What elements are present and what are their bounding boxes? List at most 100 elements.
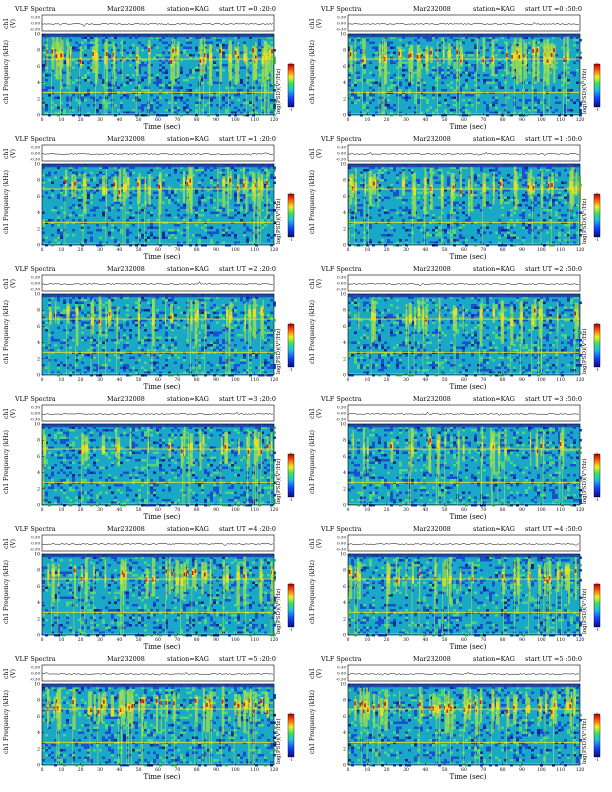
colorbar-tick-label: 1 [290,713,292,717]
y-tick-label: 6 [343,714,346,720]
spectrogram-heatmap [348,684,582,767]
x-tick-label: 40 [422,117,428,123]
spectrogram-heatmap [348,34,582,117]
panel-header: VLF Spectra Mar232008 station=KAG start UT … [4,4,300,14]
ch1-tick-label: 0.30 [337,535,346,540]
spectrogram-heatmap [42,554,276,637]
panel-date: Mar232008 [107,525,145,533]
top-frequency-band [42,164,274,168]
x-tick-label: 30 [97,377,103,383]
spectrogram-heatmap [348,164,582,247]
ch1-tick-label: 0.00 [31,671,40,676]
x-tick-label: 60 [155,117,161,123]
ch1-tick-label: 0.30 [31,665,40,670]
x-tick-label: 90 [213,377,219,383]
colorbar-tick-label: 1 [596,583,598,587]
x-tick-label: 0 [41,247,44,253]
colorbar [593,323,601,368]
x-tick-label: 50 [442,637,448,643]
top-frequency-band [42,684,274,688]
y-tick-label: 10 [34,682,40,688]
y-tick-label: 10 [340,292,346,298]
colorbar-tick-label: -1 [595,628,598,632]
x-tick-label: 20 [384,377,390,383]
x-tick-label: 40 [422,507,428,513]
x-tick-label: 60 [155,767,161,773]
colorbar-tick-label: 1 [290,193,292,197]
ch1-trace-frame [41,404,275,422]
y-tick-label: 2 [343,226,346,232]
x-tick-label: 0 [347,247,350,253]
y-tick-label: 4 [37,470,40,476]
y-tick-label: 0 [343,113,346,119]
panel-title: VLF Spectra [15,265,56,273]
panel-date: Mar232008 [107,395,145,403]
y-tick-label: 2 [343,96,346,102]
ch1-tick-label: 0.30 [31,145,40,150]
panel-header: VLF Spectra Mar232008 station=KAG start UT … [310,4,606,14]
ch1-trace-line [41,412,274,416]
ch1-tick-label: -0.30 [30,157,41,162]
y-tick-label: 8 [343,178,346,184]
x-axis-label: Time (sec) [449,773,487,781]
colorbar-tick-label: -1 [289,108,292,112]
panel-start-time: start UT =3 :20:0 [219,395,276,403]
x-tick-label: 50 [442,247,448,253]
ch1-trace-line [347,411,580,416]
x-tick-label: 120 [576,507,585,513]
y-tick-label: 8 [37,178,40,184]
colorbar [593,63,601,108]
x-tick-label: 60 [155,377,161,383]
x-tick-label: 10 [364,767,370,773]
y-tick-label: 2 [37,746,40,752]
y-tick-label: 6 [37,584,40,590]
x-tick-label: 10 [58,117,64,123]
y-tick-label: 8 [37,308,40,314]
panel-title: VLF Spectra [15,655,56,663]
x-tick-label: 30 [97,507,103,513]
ch1-tick-label: 0.30 [31,535,40,540]
x-tick-label: 120 [270,377,279,383]
spectrogram-panel: VLF Spectra Mar232008 station=KAG start UT … [3,524,300,651]
panel-title: VLF Spectra [15,525,56,533]
x-tick-label: 0 [347,117,350,123]
x-tick-label: 120 [576,767,585,773]
x-tick-label: 0 [347,767,350,773]
x-tick-label: 30 [403,247,409,253]
x-tick-label: 110 [556,637,565,643]
panel-header: VLF Spectra Mar232008 station=KAG start UT … [4,524,300,534]
spectrogram-heatmap [42,34,276,117]
ch1-tick-label: -0.30 [30,417,41,422]
x-tick-label: 110 [556,117,565,123]
colorbar-tick-label: 1 [596,323,598,327]
x-tick-label: 30 [403,507,409,513]
y-tick-label: 10 [340,552,346,558]
x-tick-label: 20 [384,767,390,773]
x-axis-label: Time (sec) [143,253,181,261]
x-tick-label: 60 [155,637,161,643]
panel-date: Mar232008 [413,135,451,143]
x-tick-label: 0 [41,507,44,513]
x-tick-label: 0 [41,637,44,643]
x-tick-label: 100 [537,117,546,123]
y-tick-label: 6 [343,454,346,460]
spectrogram-panel: VLF Spectra Mar232008 station=KAG start UT … [3,134,300,261]
x-tick-label: 40 [116,247,122,253]
y-tick-label: 0 [343,633,346,639]
x-tick-label: 70 [480,377,486,383]
panel-start-time: start UT =0 :50:0 [525,5,582,13]
ch1-tick-label: 0.00 [31,281,40,286]
y-tick-label: 10 [340,682,346,688]
x-tick-label: 50 [442,377,448,383]
x-tick-label: 60 [461,117,467,123]
x-tick-label: 20 [78,507,84,513]
spectrogram-panel: VLF Spectra Mar232008 station=KAG start UT … [309,264,606,391]
x-tick-label: 100 [231,117,240,123]
panel-header: VLF Spectra Mar232008 station=KAG start UT … [310,264,606,274]
panel-date: Mar232008 [107,655,145,663]
panel-title: VLF Spectra [15,395,56,403]
x-tick-label: 60 [461,247,467,253]
